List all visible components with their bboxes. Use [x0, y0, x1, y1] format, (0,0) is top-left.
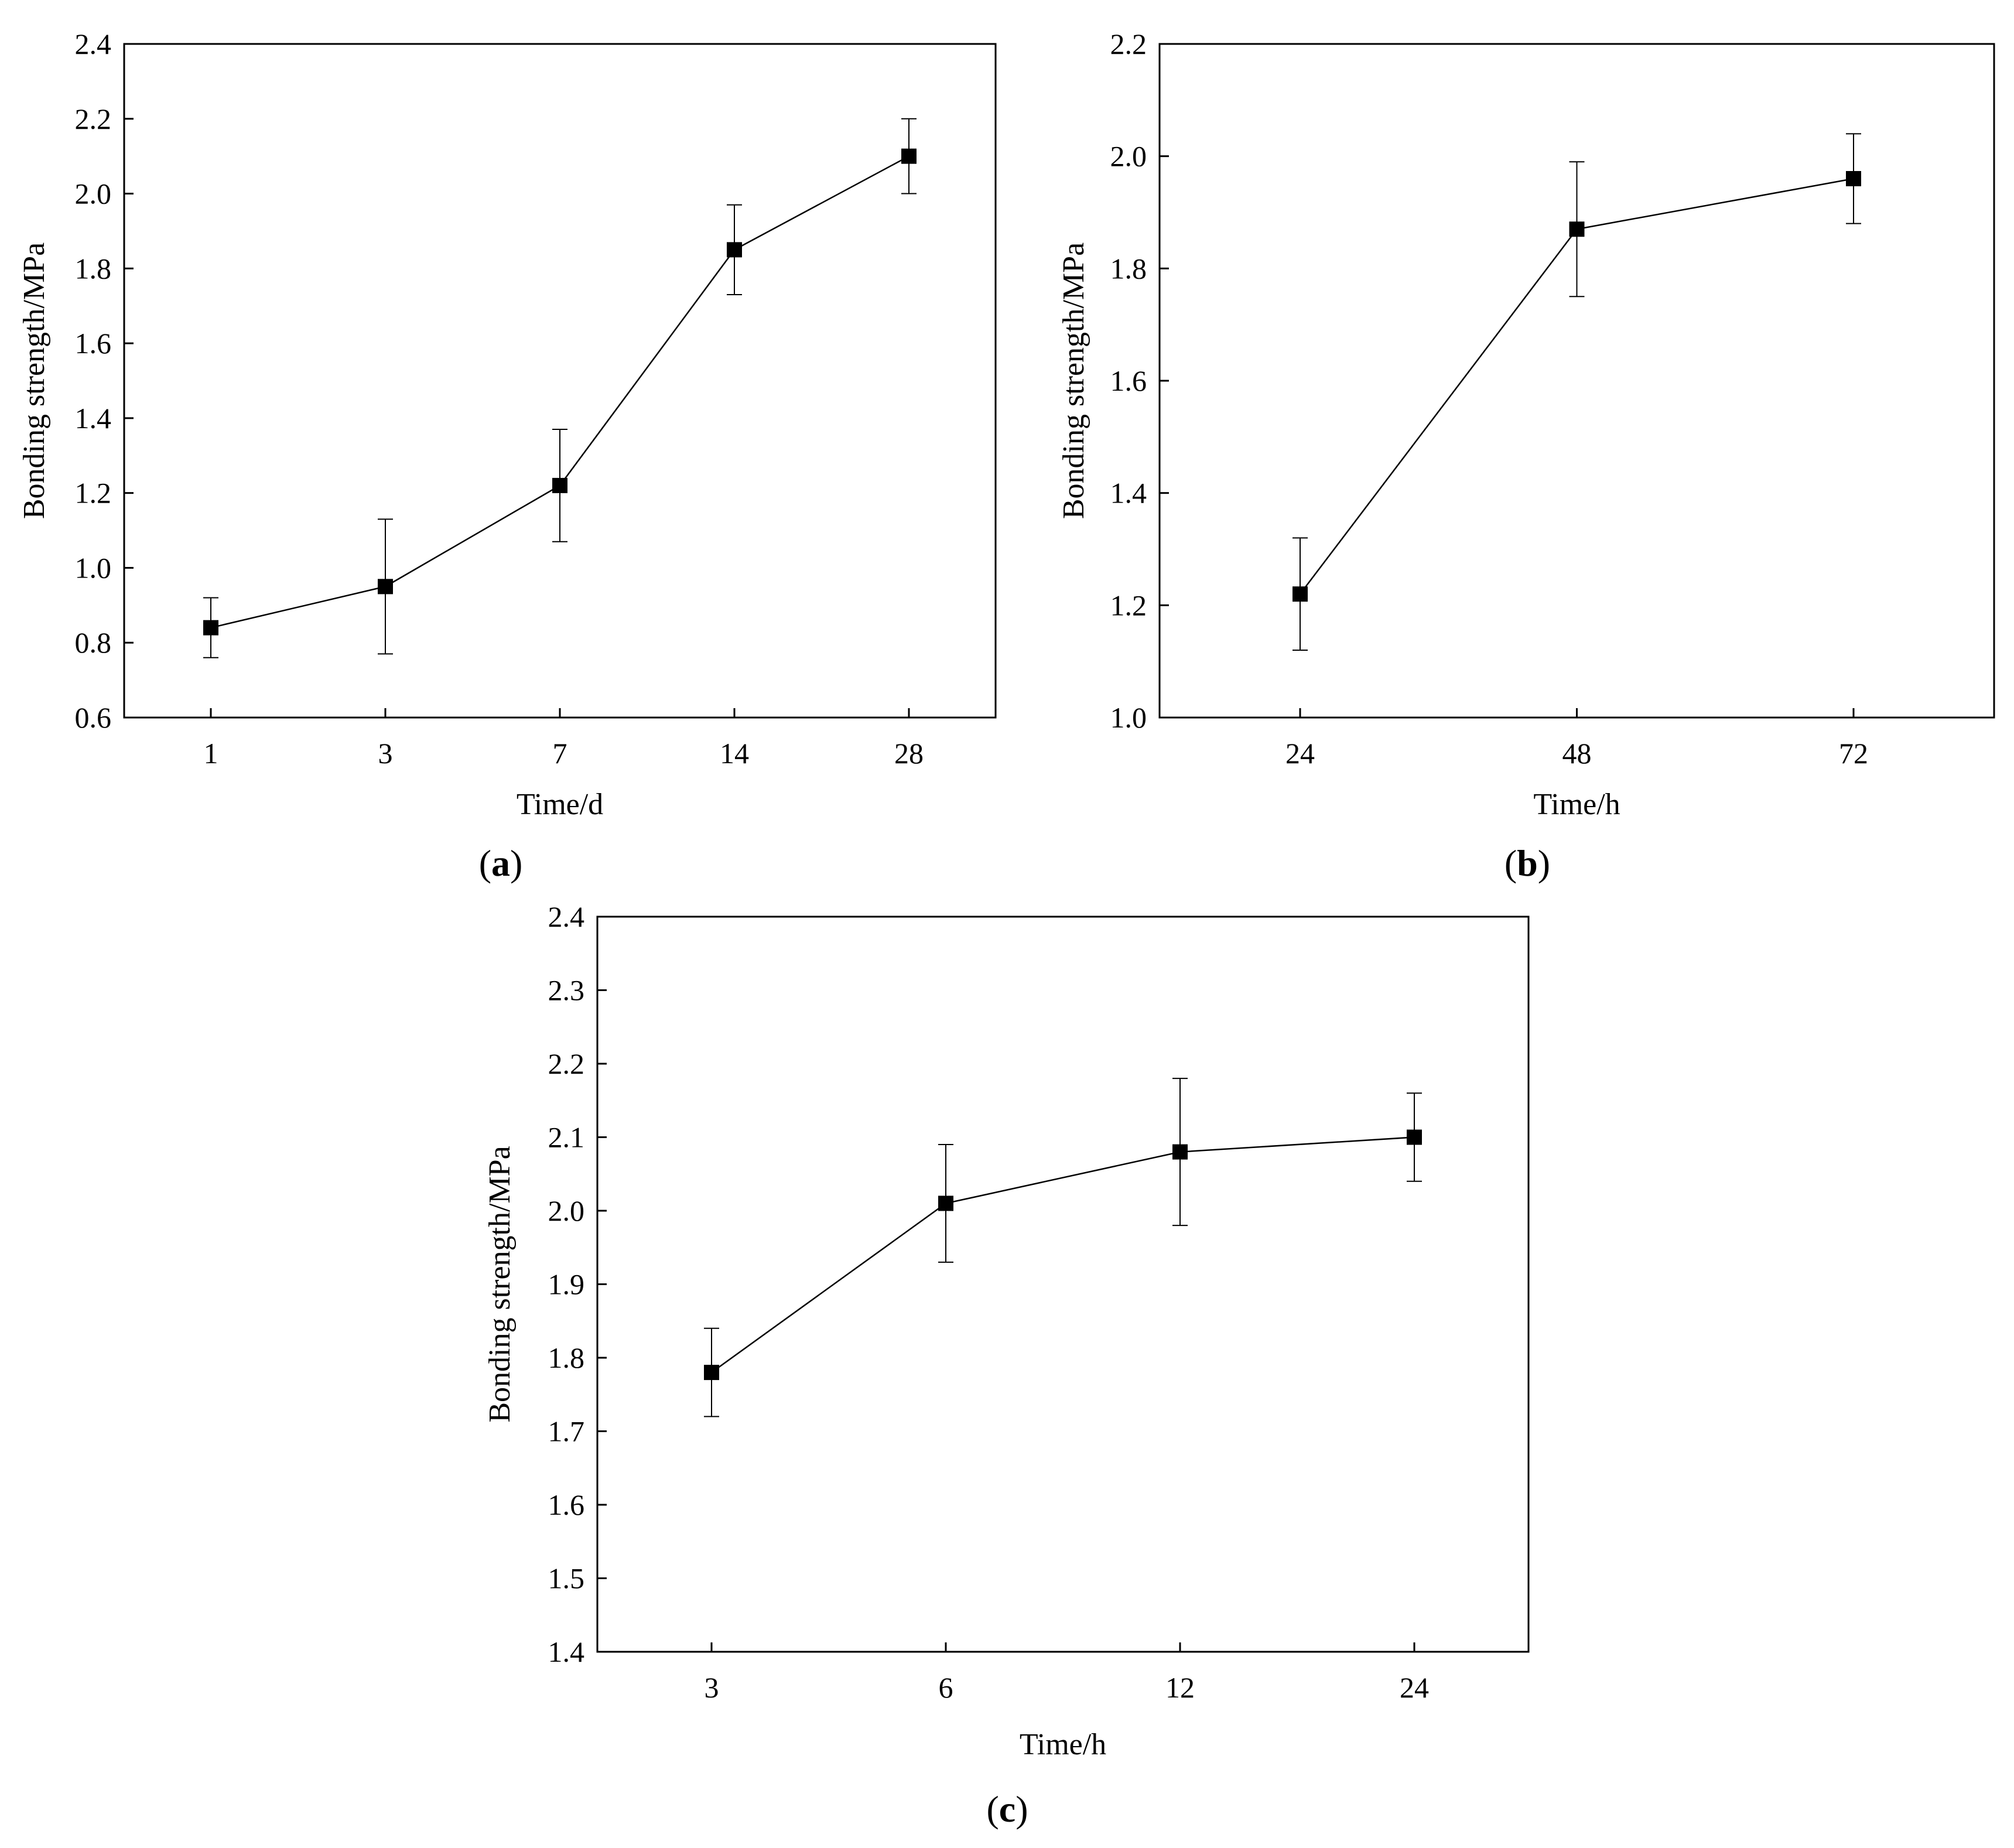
chart-a-y-axis-title: Bonding strength/MPa: [18, 242, 51, 519]
chart-c-y-axis-title: Bonding strength/MPa: [483, 1146, 517, 1422]
chart-b-x-axis-title: Time/h: [1533, 788, 1620, 821]
chart-b-x-tick-label: 72: [1839, 737, 1868, 770]
chart-b-y-tick-label: 1.4: [1110, 477, 1147, 510]
chart-a-data-point: [727, 242, 742, 258]
chart-a-y-tick-label: 1.4: [75, 402, 112, 435]
chart-c-y-tick-label: 1.7: [548, 1415, 585, 1448]
chart-a-y-tick-label: 1.2: [75, 477, 112, 510]
chart-c-y-tick-label: 2.3: [548, 974, 585, 1007]
chart-c-y-tick-label: 1.6: [548, 1488, 585, 1521]
chart-b-y-axis-title: Bonding strength/MPa: [1057, 242, 1090, 519]
chart-panel-b: 1.0 1.2 1.4 1.6 1.8 2.0 2.2 24 48 72 Time/h Bonding…: [1057, 28, 1995, 884]
chart-b-y-tick-label: 1.2: [1110, 589, 1147, 621]
chart-b-plot-frame: [1158, 43, 1995, 719]
chart-a-data-point: [552, 477, 567, 493]
chart-c-y-tick-label: 2.2: [548, 1047, 585, 1080]
chart-c-series-line: [711, 1136, 1415, 1374]
chart-c-data-point: [704, 1365, 719, 1381]
chart-a-series-line: [210, 155, 909, 628]
chart-a-x-tick-label: 28: [894, 737, 924, 770]
chart-a-x-tick-label: 1: [204, 737, 218, 770]
chart-b-panel-label: (b): [1504, 842, 1550, 884]
chart-c-y-tick-label: 2.1: [548, 1121, 585, 1154]
chart-c-plot-frame: [596, 916, 1530, 1653]
chart-b-data-point: [1292, 586, 1308, 602]
chart-a-panel-label: (a): [479, 842, 523, 884]
chart-c-x-tick-label: 6: [939, 1671, 953, 1704]
chart-a-y-tick-label: 2.2: [75, 103, 112, 135]
chart-a-y-tick-label: 0.8: [75, 626, 112, 659]
chart-panel-a: 0.6 0.8 1.0 1.2 1.4 1.6 1.8 2.0 2.2 2.4 1 3 7 14 28 Tim…: [18, 28, 997, 884]
chart-c-data-point: [1172, 1144, 1188, 1160]
chart-c-x-tick-label: 3: [705, 1671, 719, 1704]
chart-c-y-tick-label: 2.4: [548, 900, 585, 933]
chart-c-x-axis-title: Time/h: [1020, 1728, 1106, 1761]
chart-a-x-tick-label: 7: [553, 737, 567, 770]
chart-panel-c: 1.4 1.5 1.6 1.7 1.8 1.9 2.0 2.1 2.2 2.3 2.4 3 6 12 24 T…: [483, 900, 1530, 1830]
chart-b-y-tick-label: 2.2: [1110, 28, 1147, 60]
chart-c-y-tick-label: 1.8: [548, 1341, 585, 1374]
chart-c-y-tick-label: 1.9: [548, 1268, 585, 1301]
chart-a-data-point: [378, 579, 393, 595]
chart-a-data-point: [901, 148, 917, 164]
chart-a-plot-frame: [123, 43, 997, 719]
chart-c-data-point: [1407, 1129, 1422, 1145]
chart-b-y-tick-label: 1.8: [1110, 252, 1147, 285]
chart-c-data-point: [938, 1195, 953, 1211]
chart-c-panel-label: (c): [986, 1788, 1028, 1830]
chart-b-data-point: [1846, 171, 1861, 186]
chart-a-x-axis-title: Time/d: [517, 788, 603, 821]
chart-a-y-tick-label: 2.0: [75, 177, 112, 210]
chart-a-data-point: [203, 620, 218, 636]
chart-c-y-tick-label: 1.4: [548, 1635, 585, 1668]
chart-c-y-tick-label: 2.0: [548, 1194, 585, 1227]
chart-a-y-tick-label: 1.6: [75, 327, 112, 360]
chart-a-y-tick-label: 0.6: [75, 701, 112, 734]
chart-a-x-tick-label: 14: [720, 737, 749, 770]
chart-b-x-tick-label: 48: [1562, 737, 1592, 770]
chart-b-y-tick-label: 1.6: [1110, 364, 1147, 397]
chart-a-y-tick-label: 2.4: [75, 28, 112, 60]
chart-c-x-tick-label: 12: [1165, 1671, 1195, 1704]
chart-b-y-tick-label: 2.0: [1110, 140, 1147, 173]
chart-a-y-tick-label: 1.0: [75, 551, 112, 584]
chart-c-x-tick-label: 24: [1400, 1671, 1429, 1704]
chart-b-x-tick-label: 24: [1285, 737, 1315, 770]
chart-b-y-tick-label: 1.0: [1110, 701, 1147, 734]
chart-c-y-tick-label: 1.5: [548, 1562, 585, 1595]
chart-b-data-point: [1569, 221, 1585, 237]
chart-a-x-tick-label: 3: [378, 737, 393, 770]
chart-a-y-tick-label: 1.8: [75, 252, 112, 285]
